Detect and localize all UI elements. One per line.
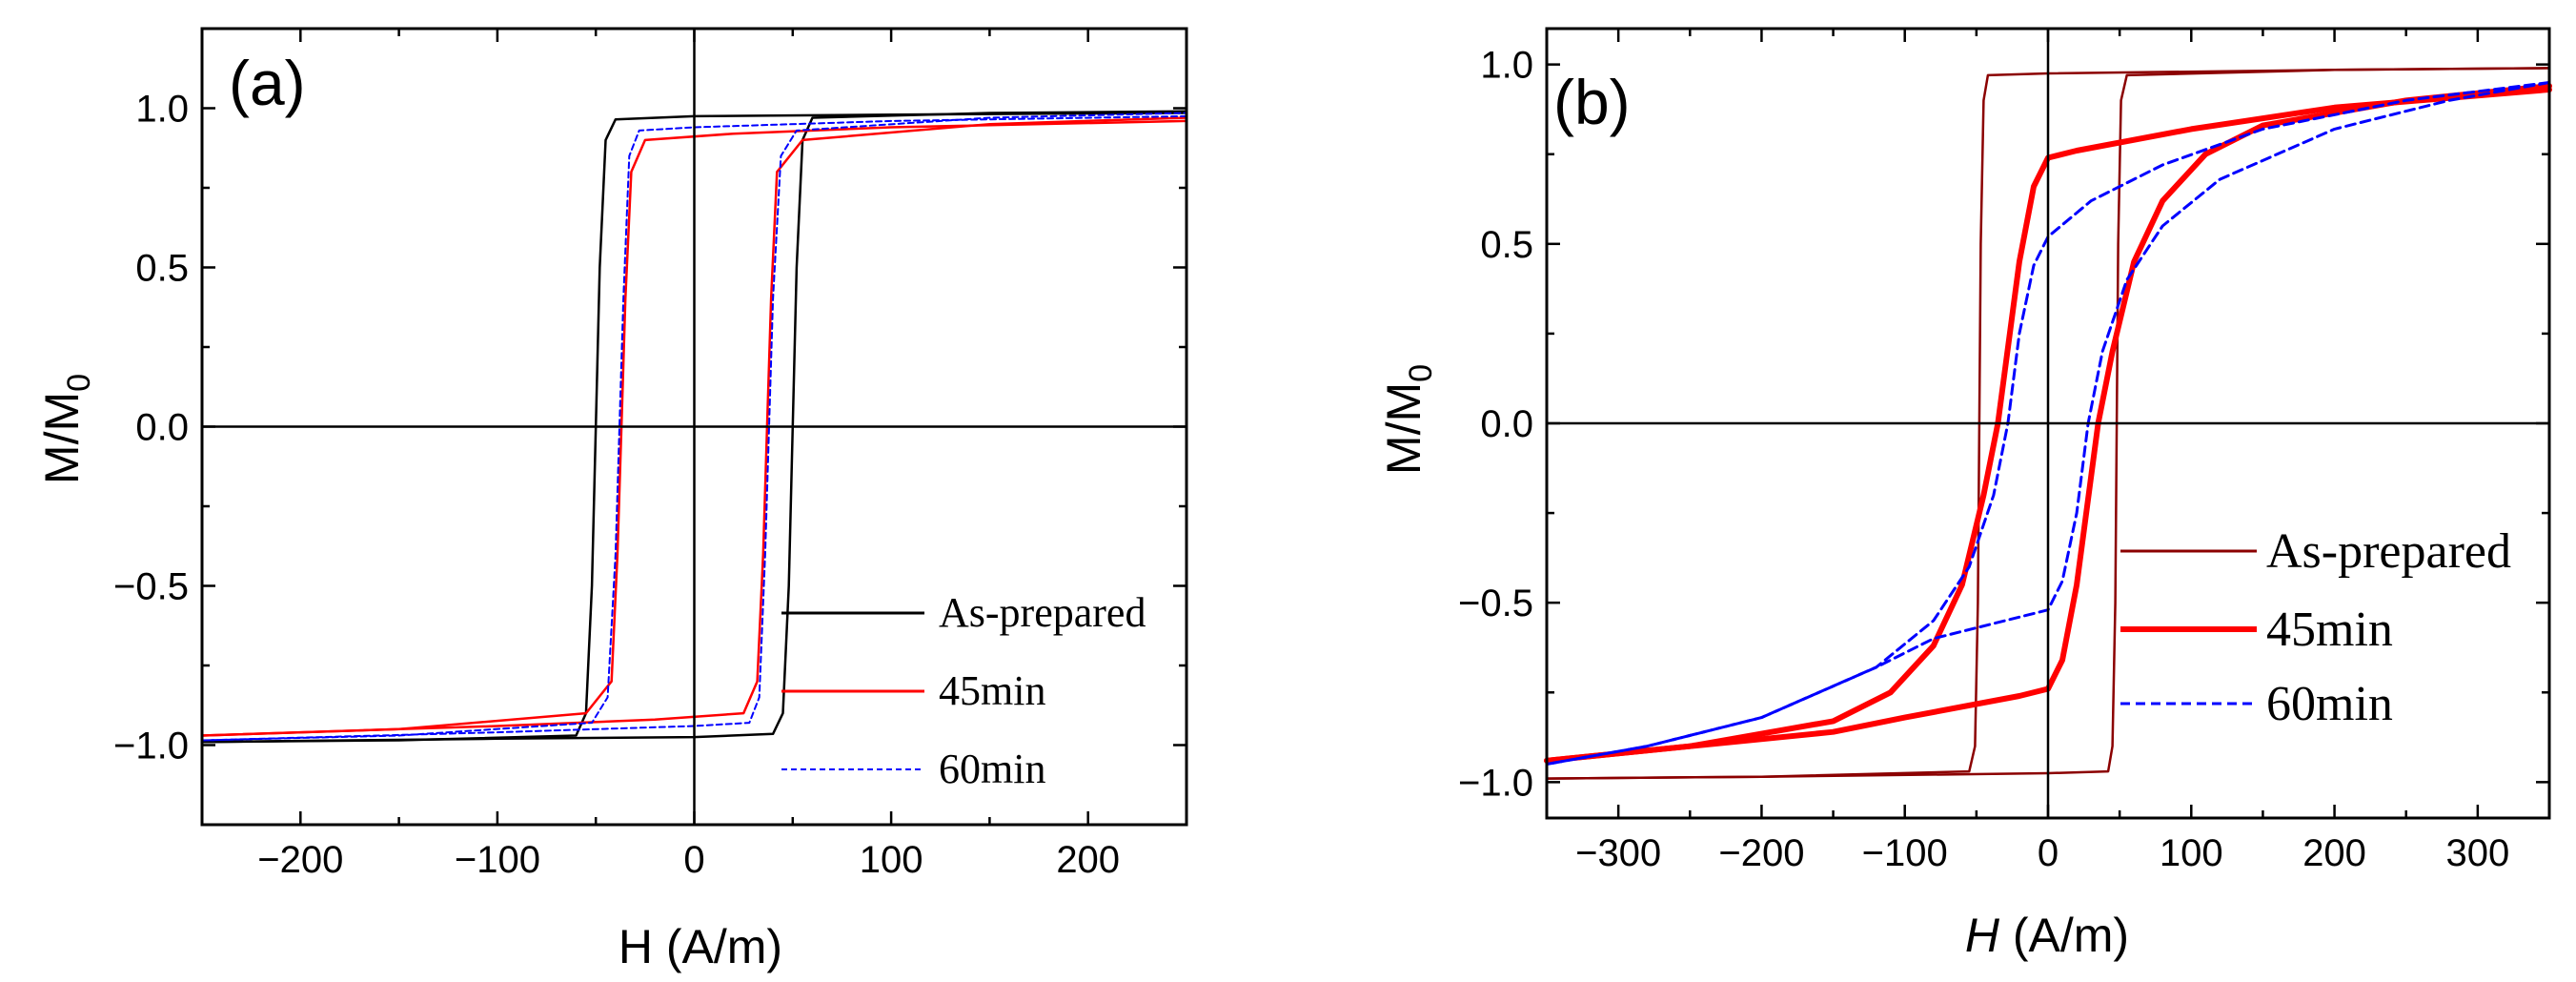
panel-b-y-tick-label: 0.5 [1480,224,1533,266]
panel-a-label: (a) [229,48,306,118]
panel-b-legend-as-prepared: As-prepared [2266,524,2511,579]
panel-b-label: (b) [1553,67,1631,137]
panel-b-y-axis-label: M/M0 [1377,364,1439,475]
panel-a-legend-60min: 60min [939,746,1045,792]
panel-a-y-tick-label: 0.5 [135,248,189,290]
panel-b-x-label-rest: (A/m) [1999,909,2129,962]
panel-a-y-tick-label: −0.5 [113,566,189,608]
panel-b-y-tick-label: −1.0 [1458,762,1533,804]
panel-b-x-tick-label: 100 [2160,832,2223,874]
panel-a-x-tick-label: −100 [455,839,540,881]
panel-a-legend-as-prepared: As-prepared [939,589,1146,636]
panel-b-x-label-italic: H [1965,909,2000,962]
panel-b-curve-as-prepared-ascending [1545,67,2551,780]
panel-b-y-label-sub: 0 [1403,364,1439,382]
panel-b-x-tick-label: −200 [1718,832,1804,874]
panel-a-y-label-sub: 0 [61,374,97,392]
panel-b-x-axis-label: H (A/m) [1965,909,2129,962]
panel-a-curve-as-prepared-ascending [200,110,1188,744]
panel-a-x-tick-label: −200 [257,839,343,881]
panel-a-y-tick-label: 0.0 [135,407,189,449]
panel-a-curve-60min-descending [201,114,1187,742]
panel-b-legend-45min: 45min [2266,603,2393,657]
panel-b-x-tick-label: 200 [2302,832,2366,874]
panel-a-y-axis-label: M/M0 [35,374,97,484]
panel-a-legend-45min: 45min [939,667,1045,714]
panel-b-curve-60min-ascending [1545,81,2551,766]
svg-text:M/M0: M/M0 [35,374,97,484]
panel-b-y-tick-label: −0.5 [1458,583,1533,624]
panel-b-curves [1544,67,2552,780]
panel-a-curve-45min-ascending [200,116,1188,737]
panel-b-legend-60min: 60min [2266,677,2393,731]
panel-b-legend: As-prepared 45min 60min [2120,524,2511,731]
panel-a-ticks: −200 −100 0 100 200 −1.0 −0.5 0.0 0.5 1.0 [113,27,1188,881]
panel-a-curve-60min-ascending [201,112,1187,742]
panel-b-y-tick-label: 1.0 [1480,45,1533,87]
panel-a-x-tick-label: 100 [860,839,923,881]
panel-b-ticks: −300 −200 −100 0 100 200 300 −1.0 −0.5 0.0 0.5 1.0 [1458,29,2551,874]
panel-a-y-label-main: M/M [35,392,89,484]
panel-b: −300 −200 −100 0 100 200 300−1.0−0.50.00.51.0 … [1377,27,2552,962]
panel-a-curve-as-prepared-descending [200,112,1188,744]
panel-a-x-axis-label: H (A/m) [619,920,782,973]
panel-a: −200 −100 0 100 200 −1.0 −0.5 0.0 0.5 1.0 (a) H (… [35,27,1188,973]
panel-a-y-tick-label: −1.0 [113,726,189,767]
panel-b-curve-as-prepared-descending [1545,67,2551,780]
panel-a-legend: As-prepared 45min 60min [781,589,1146,792]
panel-b-x-tick-label: −300 [1575,832,1661,874]
panel-a-curve-45min-descending [200,119,1188,737]
panel-b-y-label-main: M/M [1377,382,1430,475]
panel-b-x-tick-label: 0 [2038,832,2059,874]
panel-b-curve-45min-descending [1544,87,2552,764]
panel-a-y-tick-label: 1.0 [135,89,189,131]
svg-text:M/M0: M/M0 [1377,364,1439,475]
panel-a-x-tick-label: 200 [1056,839,1120,881]
panel-a-x-tick-label: 0 [683,839,704,881]
panel-a-curves [200,110,1188,744]
panel-b-x-tick-label: −100 [1862,832,1948,874]
panel-b-y-tick-label: 0.0 [1480,403,1533,445]
panel-b-curve-45min-ascending [1544,83,2552,764]
panel-b-x-tick-label: 300 [2445,832,2509,874]
